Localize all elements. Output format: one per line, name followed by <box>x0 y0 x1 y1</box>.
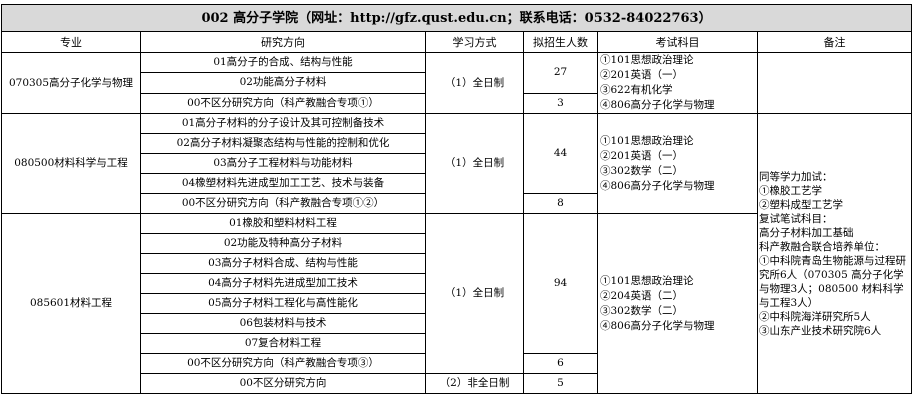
mode-cell: （1）全日制 <box>425 213 524 374</box>
count-cell: 5 <box>523 373 598 394</box>
note-line: ①橡胶工艺学 <box>759 184 822 197</box>
note-line: 复试笔试科目： <box>759 212 833 225</box>
count-cell: 3 <box>523 92 598 115</box>
exam-item: ②201英语（一） <box>600 69 684 81</box>
mode-cell: （2）非全日制 <box>425 373 524 394</box>
major-cell: 080500材料科学与工程 <box>1 113 141 214</box>
exam-item: ③302数学（二） <box>600 164 684 177</box>
exam-item: ①101思想政治理论 <box>600 54 694 66</box>
direction-cell: 00不区分研究方向（科产教融合专项①②） <box>140 193 426 214</box>
exam-item: ②201英语（一） <box>600 149 684 162</box>
direction-cell: 02功能高分子材料 <box>140 72 426 94</box>
exam-cell: ①101思想政治理论 ②204英语（二） ③302数学（二） ④806高分子化学… <box>597 213 758 394</box>
direction-cell: 01高分子材料的分子设计及其可控制备技术 <box>140 113 426 134</box>
note-line: 科产教融合联合培养单位： <box>759 240 885 253</box>
mode-cell: （1）全日制 <box>425 52 524 114</box>
exam-cell: ①101思想政治理论 ②201英语（一） ③622有机化学 ④806高分子化学与… <box>597 52 758 114</box>
header-direction: 研究方向 <box>140 31 426 53</box>
notes-cell: 同等学力加试： ①橡胶工艺学 ②塑料成型工艺学 复试笔试科目： 高分子材料加工基… <box>756 113 913 394</box>
exam-item: ④806高分子化学与物理 <box>600 179 715 192</box>
direction-cell: 02高分子材料凝聚态结构与性能的控制和优化 <box>140 133 426 154</box>
school-title: 002 高分子学院（网址：http://gfz.qust.edu.cn；联系电话… <box>0 4 913 32</box>
direction-cell: 01橡胶和塑料材料工程 <box>140 213 426 234</box>
direction-cell: 05高分子材料工程化与高性能化 <box>140 293 426 314</box>
direction-cell: 03高分子工程材料与功能材料 <box>140 153 426 174</box>
note-line: ②中科院海洋研究所5人 <box>759 310 871 323</box>
note-line: 高分子材料加工基础 <box>759 226 854 239</box>
note-line: ①中科院青岛生物能源与过程研究所6人（070305 高分子化学与物理3人；080… <box>759 254 906 309</box>
count-cell: 8 <box>523 193 598 214</box>
major-cell: 070305高分子化学与物理 <box>1 52 141 114</box>
exam-item: ①101思想政治理论 <box>600 274 694 287</box>
header-count: 拟招生人数 <box>523 31 598 53</box>
direction-cell: 04橡塑材料先进成型加工工艺、技术与装备 <box>140 173 426 194</box>
direction-cell: 00不区分研究方向（科产教融合专项③） <box>140 353 426 374</box>
count-cell: 94 <box>523 213 598 354</box>
admissions-table: 002 高分子学院（网址：http://gfz.qust.edu.cn；联系电话… <box>0 4 913 394</box>
exam-item: ③302数学（二） <box>600 304 684 317</box>
exam-item: ④806高分子化学与物理 <box>600 99 715 111</box>
notes-cell-empty <box>756 52 913 114</box>
direction-cell: 04高分子材料先进成型加工技术 <box>140 273 426 294</box>
exam-item: ③622有机化学 <box>600 84 673 96</box>
exam-item: ②204英语（二） <box>600 289 684 302</box>
note-line: 同等学力加试： <box>759 170 833 183</box>
major-cell: 085601材料工程 <box>1 213 141 394</box>
count-cell: 6 <box>523 353 598 374</box>
direction-cell: 02功能及特种高分子材料 <box>140 233 426 254</box>
header-mode: 学习方式 <box>425 31 524 53</box>
note-line: ②塑料成型工艺学 <box>759 198 843 211</box>
direction-cell: 07复合材料工程 <box>140 333 426 354</box>
exam-item: ①101思想政治理论 <box>600 134 694 147</box>
note-line: ③山东产业技术研究院6人 <box>759 324 882 337</box>
header-notes: 备注 <box>756 31 913 53</box>
exam-item: ④806高分子化学与物理 <box>600 319 715 332</box>
direction-cell: 06包装材料与技术 <box>140 313 426 334</box>
direction-cell: 00不区分研究方向（科产教融合专项①） <box>140 92 426 115</box>
direction-cell: 00不区分研究方向 <box>140 373 426 394</box>
header-exam: 考试科目 <box>597 31 758 53</box>
exam-cell: ①101思想政治理论 ②201英语（一） ③302数学（二） ④806高分子化学… <box>597 113 758 214</box>
mode-cell: （1）全日制 <box>425 113 524 214</box>
direction-cell: 03高分子材料合成、结构与性能 <box>140 253 426 274</box>
count-cell: 27 <box>523 52 598 94</box>
direction-cell: 01高分子的合成、结构与性能 <box>140 51 426 74</box>
count-cell: 44 <box>523 113 598 194</box>
header-major: 专业 <box>1 31 141 53</box>
